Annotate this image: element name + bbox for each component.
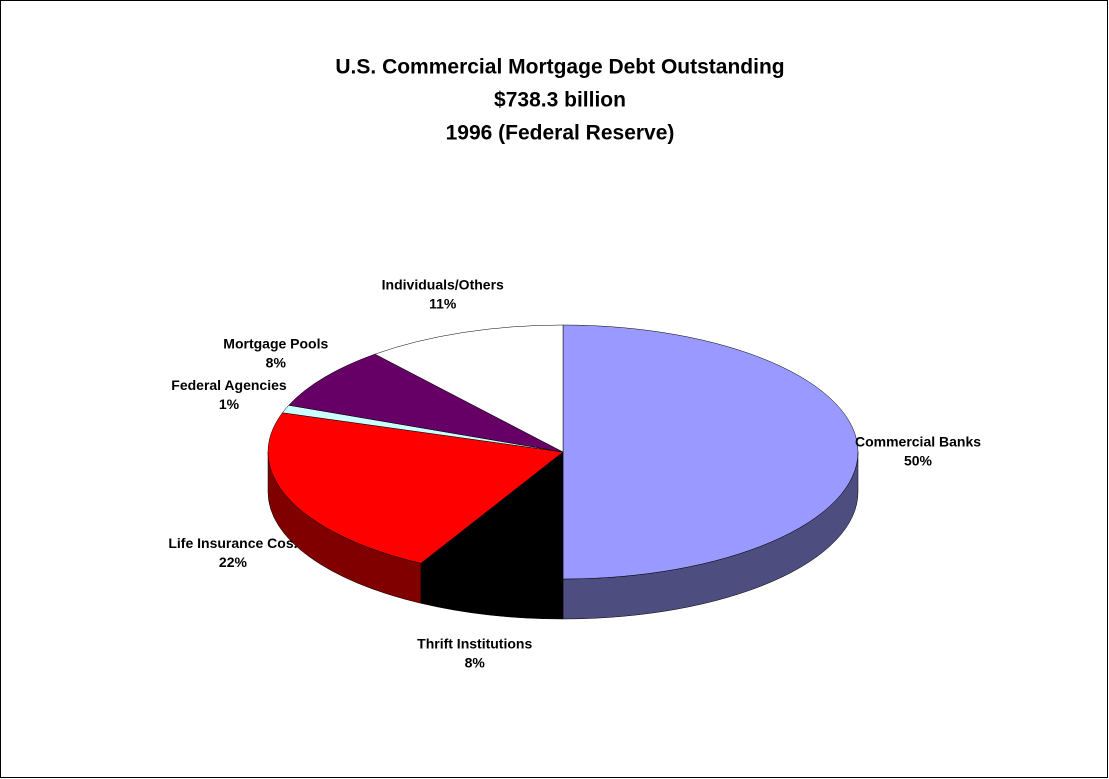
slice <box>267 412 564 564</box>
slice <box>562 324 859 580</box>
slice-value-label: 8% <box>266 355 287 371</box>
slice-label: Mortgage Pools <box>223 336 328 352</box>
slice-value-label: 11% <box>429 296 457 312</box>
chart-subtitle: 1996 (Federal Reserve) <box>446 122 675 145</box>
slice-value-label: 22% <box>219 554 248 570</box>
slice <box>420 451 564 580</box>
slice-value-label: 1% <box>219 396 240 412</box>
slice <box>288 353 564 453</box>
slice-label: Thrift Institutions <box>417 635 532 651</box>
slice <box>374 324 564 453</box>
slice-value-label: 8% <box>465 654 486 670</box>
chart-title: U.S. Commercial Mortgage Debt Outstandin… <box>335 56 784 79</box>
slice-label: Commercial Banks <box>855 434 981 450</box>
slice-label: Federal Agencies <box>171 377 287 393</box>
slice-label: Life Insurance Cos. <box>168 535 297 551</box>
slice-label: Individuals/Others <box>382 277 504 293</box>
chart-subtitle: $738.3 billion <box>494 89 626 112</box>
slice-value-label: 50% <box>904 453 933 469</box>
